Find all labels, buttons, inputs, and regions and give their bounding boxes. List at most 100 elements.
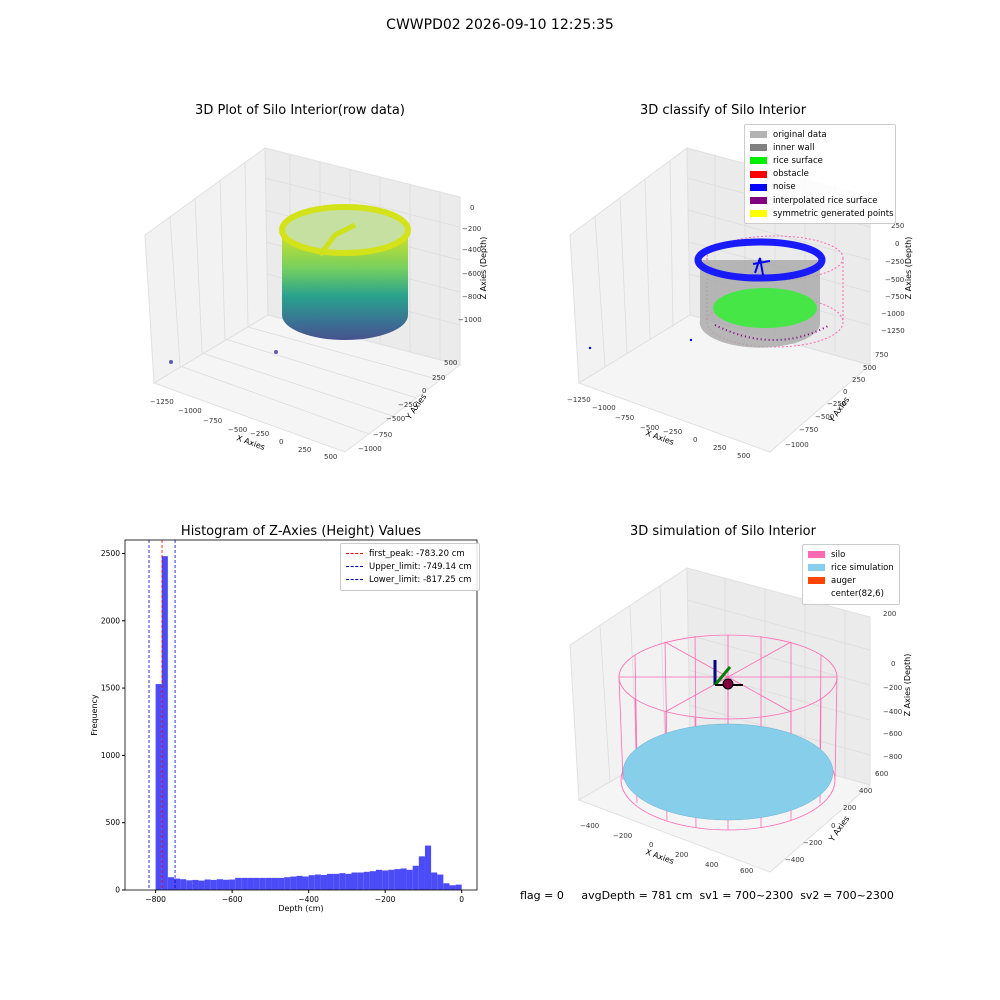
raw-y-tick: 0 — [422, 387, 426, 395]
legend-label: rice simulation — [831, 562, 894, 573]
histogram-bar — [449, 885, 456, 890]
histogram-chart: −800 −600 −400 −200 0 0 500 1000 1500 2000 2500 D… — [90, 539, 478, 913]
histogram-bar — [424, 845, 432, 890]
raw-obstacle-trace — [318, 222, 357, 257]
status-text: flag = 0 avgDepth = 781 cm sv1 = 700~230… — [520, 889, 894, 902]
classify-x-tick: −750 — [615, 414, 634, 422]
raw-z-tick: −800 — [462, 293, 481, 301]
simulation-z-tick: −400 — [883, 708, 902, 716]
simulation-z-tick: −200 — [883, 684, 902, 692]
histogram-bar — [437, 874, 444, 890]
histogram-bar — [363, 871, 370, 890]
raw-z-tick: −400 — [462, 246, 481, 254]
histogram-bar — [431, 872, 438, 890]
classify-y-tick: −250 — [827, 400, 846, 408]
raw-y-tick: 250 — [432, 374, 445, 382]
histogram-bar — [388, 869, 395, 890]
histogram-bar — [394, 869, 401, 890]
histogram-bar — [382, 870, 389, 890]
legend-label: original data — [773, 129, 827, 140]
legend-label: obstacle — [773, 169, 809, 180]
raw-3d-plot: 0 −200 −400 −600 −800 −1000 Z Axies (Dep… — [144, 147, 488, 460]
histogram-bar — [314, 874, 321, 890]
legend-swatch — [750, 170, 767, 178]
histogram-bar — [265, 877, 272, 890]
histogram-axes-frame — [124, 539, 478, 891]
raw-z-tick: −200 — [462, 225, 481, 233]
raw-x-tick: −500 — [228, 426, 247, 434]
legend-label: first_peak: -783.20 cm — [369, 548, 465, 559]
raw-x-tick: 500 — [324, 453, 337, 460]
legend-line — [346, 566, 363, 568]
simulation-x-tick: −200 — [613, 832, 632, 840]
legend-label: rice surface — [773, 155, 823, 166]
raw-outlier-point — [274, 350, 278, 354]
histogram-bar — [186, 880, 193, 890]
classify-z-tick: 250 — [891, 222, 904, 230]
legend-item-silo: silo — [808, 548, 894, 561]
histogram-bar — [284, 877, 291, 890]
histogram-bar — [443, 883, 450, 890]
classify-y-tick: 750 — [875, 351, 888, 359]
simulation-legend: silo rice simulation auger center(82,6) — [802, 544, 900, 605]
raw-z-label: Z Axies (Depth) — [479, 237, 488, 300]
classify-noise-ring — [694, 238, 826, 282]
histogram-bar — [302, 876, 309, 890]
histogram-bar — [198, 880, 205, 890]
histogram-bar — [369, 871, 376, 890]
classify-z-tick: −500 — [885, 276, 904, 284]
legend-item-interpolated: interpolated rice surface — [750, 194, 890, 207]
classify-z-tick: −750 — [885, 293, 904, 301]
histogram-y-tick-label: 1000 — [101, 751, 120, 760]
simulation-rice-surface — [622, 723, 834, 821]
legend-item-upper-limit: Upper_limit: -749.14 cm — [346, 560, 474, 573]
classify-z-tick: −1250 — [881, 327, 905, 335]
histogram-bar — [357, 872, 364, 890]
histogram-y-tick-label: 2500 — [101, 549, 120, 558]
legend-item-rice-simulation: rice simulation — [808, 561, 894, 574]
legend-swatch — [808, 564, 825, 572]
simulation-x-tick: 600 — [740, 867, 753, 875]
histogram-bar — [247, 877, 254, 890]
classify-x-tick: −500 — [640, 424, 659, 432]
raw-outlier-point — [169, 360, 173, 364]
raw-z-tick: −1000 — [458, 316, 482, 324]
raw-z-tick: 0 — [470, 204, 474, 212]
raw-z-tick: −600 — [462, 270, 481, 278]
histogram-bar — [412, 865, 419, 890]
legend-swatch — [808, 551, 825, 559]
histogram-y-tick-label: 1500 — [101, 684, 120, 693]
figure-title: CWWPD02 2026-09-10 12:25:35 — [386, 17, 614, 33]
simulation-z-tick: 200 — [883, 610, 896, 618]
histogram-bar — [173, 878, 181, 890]
legend-label: center(82,6) — [831, 589, 884, 600]
histogram-bar — [253, 877, 260, 890]
histogram-bar — [180, 879, 187, 890]
classify-x-tick: −1250 — [567, 396, 591, 404]
simulation-x-tick: 0 — [649, 841, 653, 849]
simulation-y-tick: 600 — [875, 770, 888, 778]
legend-label: auger — [831, 575, 856, 586]
simulation-x-tick: 200 — [675, 851, 688, 859]
legend-line — [346, 579, 363, 581]
classify-y-tick: −1000 — [785, 441, 809, 449]
simulation-z-tick: 0 — [891, 660, 895, 668]
histogram-bar — [345, 873, 352, 890]
raw-y-tick: −500 — [386, 415, 405, 423]
legend-swatch — [808, 590, 825, 598]
histogram-bar — [400, 868, 407, 890]
histogram-x-tick-label: −800 — [145, 895, 166, 904]
histogram-bar — [327, 873, 334, 890]
classify-z-label: Z Axies (Depth) — [904, 237, 913, 300]
histogram-vlines — [148, 540, 176, 890]
legend-item-obstacle: obstacle — [750, 168, 890, 181]
histogram-y-label: Frequency — [90, 694, 99, 736]
legend-swatch — [750, 157, 767, 165]
histogram-x-tick-label: −200 — [375, 895, 396, 904]
histogram-bar — [161, 556, 168, 890]
histogram-title: Histogram of Z-Axies (Height) Values — [180, 524, 422, 539]
histogram-bars — [155, 556, 462, 890]
legend-item-auger: auger — [808, 574, 894, 587]
classify-y-tick: 250 — [852, 376, 865, 384]
classify-x-tick: −250 — [663, 428, 682, 436]
